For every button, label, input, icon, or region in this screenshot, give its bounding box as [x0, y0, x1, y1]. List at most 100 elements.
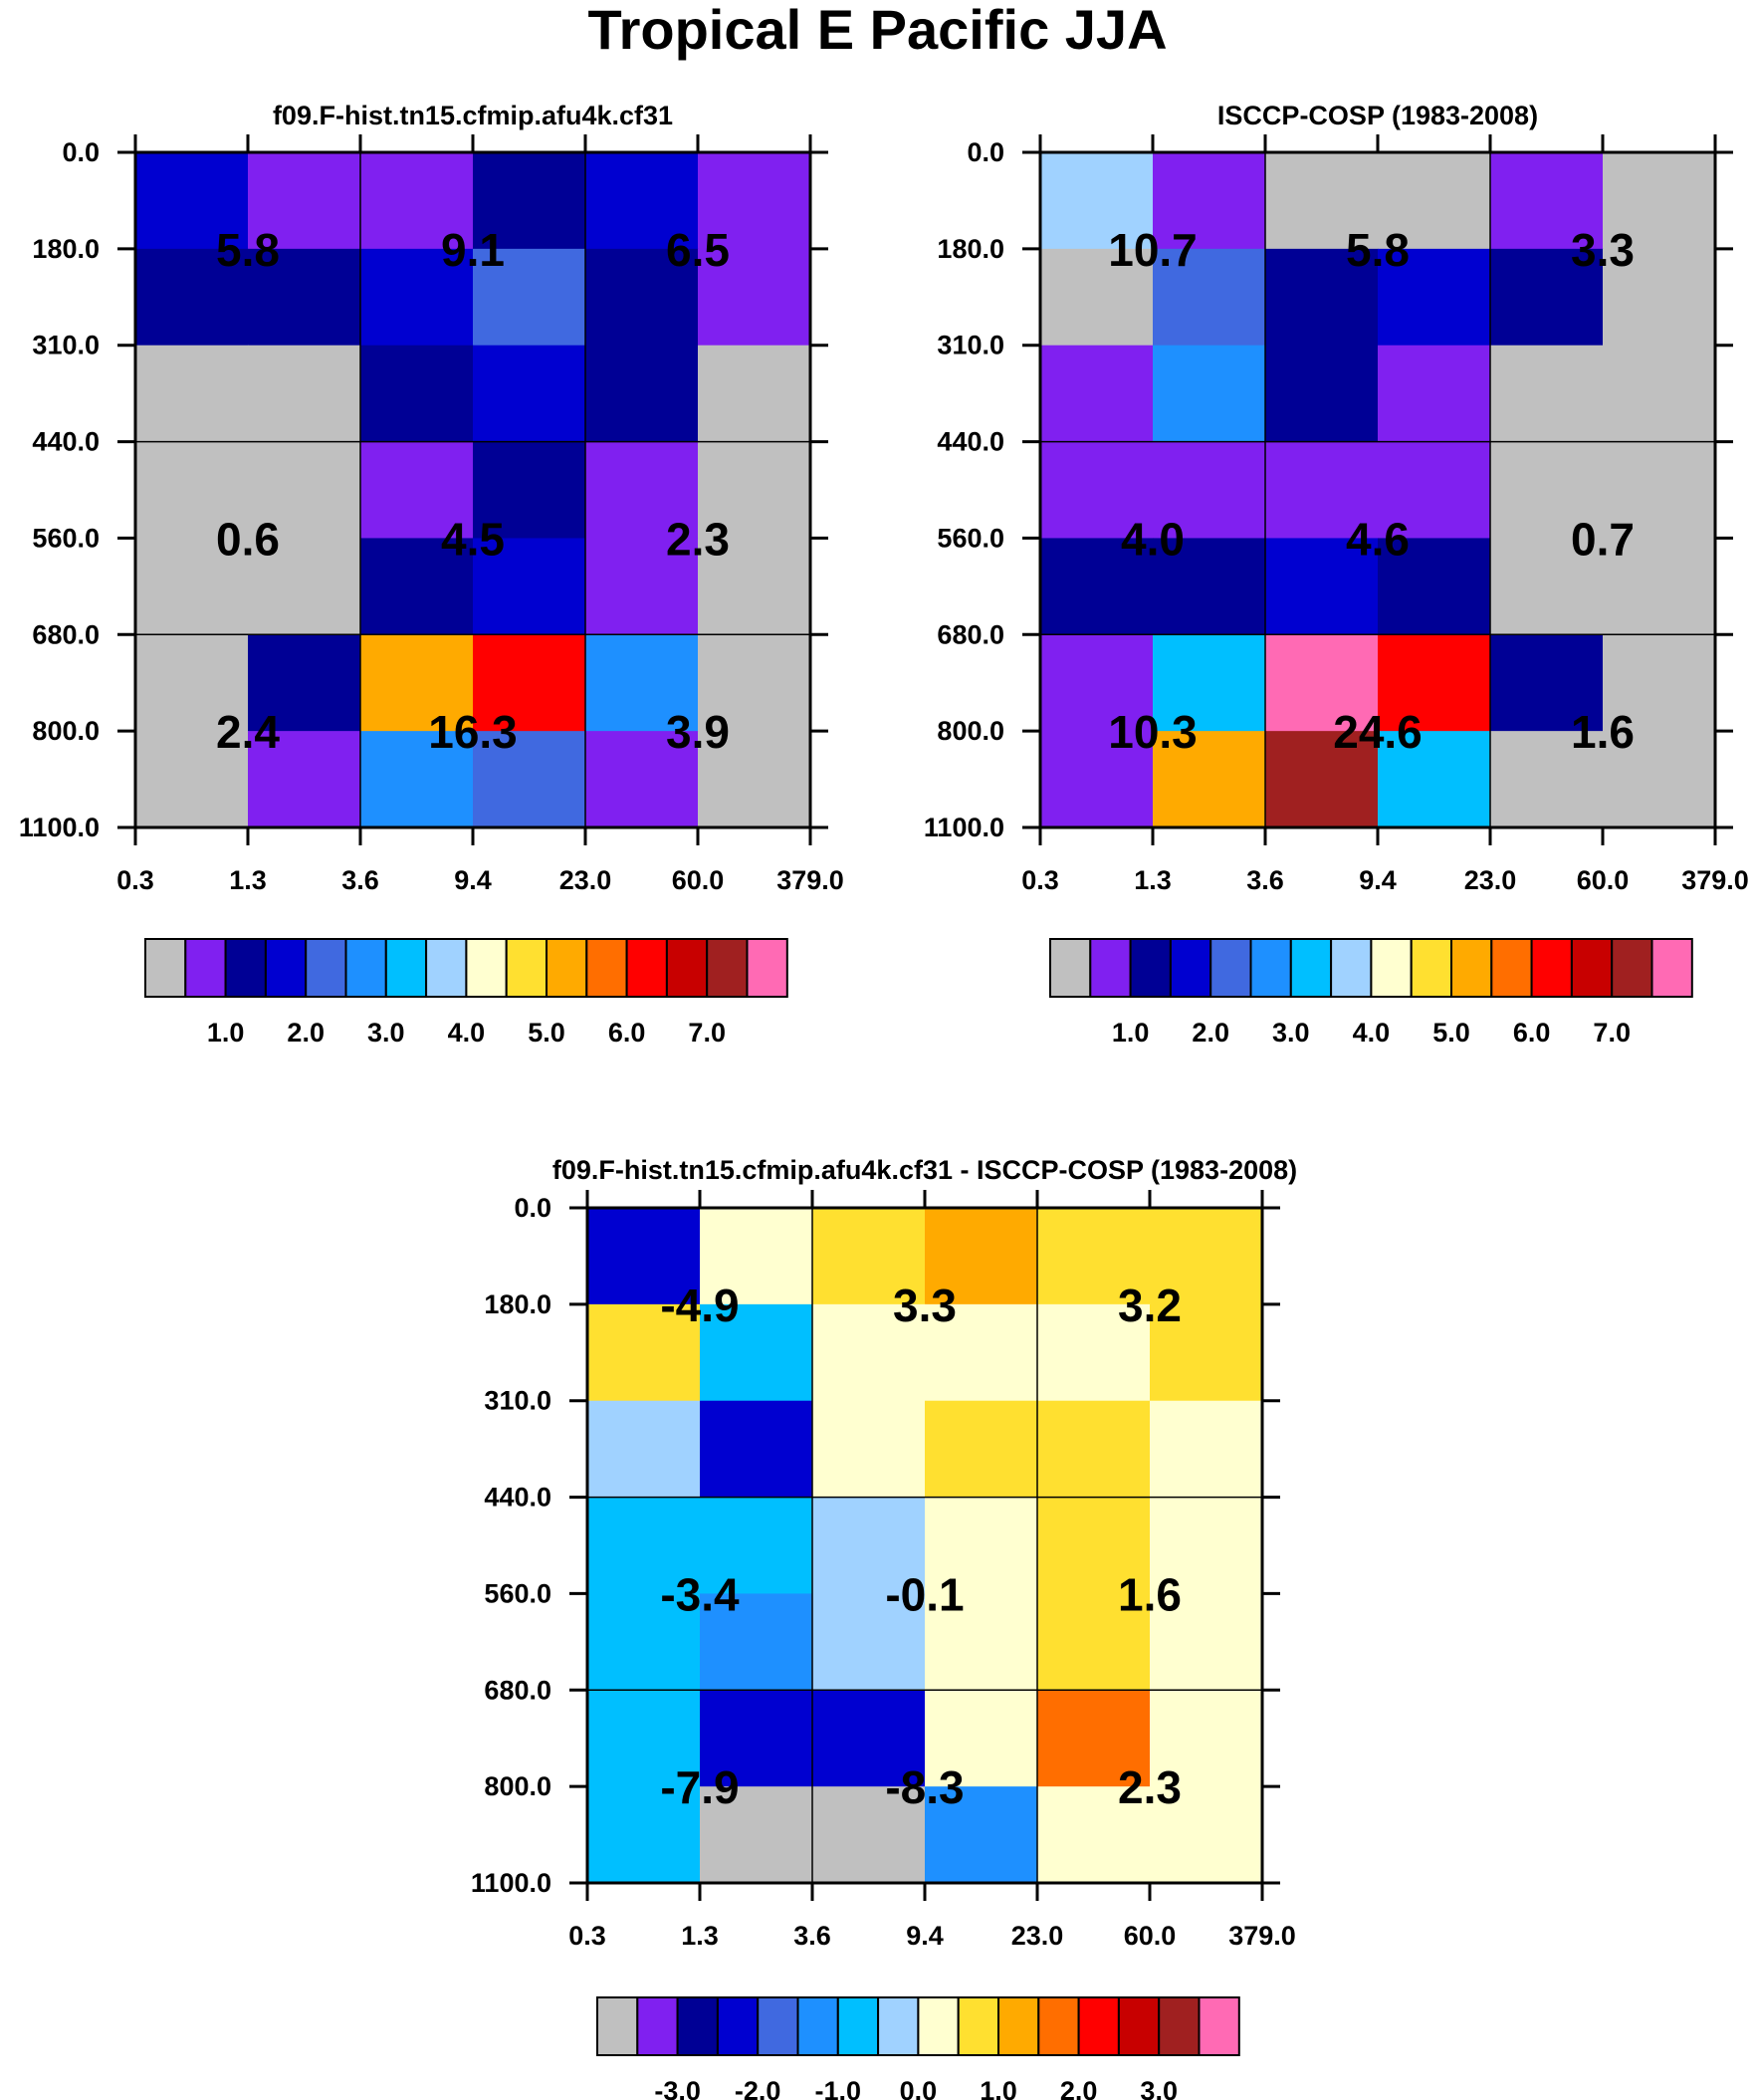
- cell-value-label: 10.3: [1108, 706, 1198, 758]
- colorbar-label: 2.0: [1060, 2076, 1098, 2100]
- cell-value-label: 3.9: [666, 706, 730, 758]
- x-tick-label: 1.3: [229, 865, 267, 895]
- colorbar-label: -3.0: [654, 2076, 701, 2100]
- heatmap-cell: [1378, 441, 1491, 539]
- y-tick-label: 560.0: [32, 523, 100, 553]
- colorbar-label: 6.0: [1513, 1018, 1551, 1048]
- heatmap-cell: [135, 441, 249, 539]
- heatmap-cell: [1490, 152, 1604, 250]
- heatmap-cell: [585, 731, 699, 828]
- y-tick-label: 680.0: [484, 1675, 551, 1705]
- colorbar-label: 3.0: [1140, 2076, 1178, 2100]
- y-tick-label: 310.0: [484, 1386, 551, 1416]
- cell-value-label: -8.3: [885, 1761, 964, 1813]
- cell-value-label: -7.9: [660, 1761, 739, 1813]
- heatmap-cell: [698, 731, 811, 828]
- y-tick-label: 180.0: [32, 234, 100, 264]
- y-tick-label: 310.0: [937, 331, 1004, 360]
- y-tick-label: 0.0: [514, 1193, 551, 1223]
- heatmap-cell: [1150, 1400, 1263, 1499]
- heatmap-cell: [1040, 441, 1154, 539]
- heatmap-cell: [1150, 1497, 1263, 1594]
- heatmap-cell: [587, 1208, 701, 1305]
- colorbar-swatch: [676, 1996, 719, 2056]
- figure-title: Tropical E Pacific JJA: [587, 0, 1168, 61]
- y-tick-label: 180.0: [937, 234, 1004, 264]
- cell-value-label: 9.1: [441, 224, 505, 276]
- heatmap-cell: [360, 345, 474, 443]
- heatmap-cell: [1603, 731, 1716, 828]
- heatmap-cell: [473, 634, 586, 732]
- heatmap-cell: [1265, 731, 1379, 828]
- colorbar-swatch: [1077, 1996, 1120, 2056]
- heatmap-cell: [1040, 248, 1154, 347]
- heatmap-cell: [1040, 731, 1154, 828]
- heatmap-cell: [587, 1400, 701, 1499]
- heatmap-cell: [473, 345, 586, 443]
- cell-value-label: 1.6: [1118, 1568, 1182, 1620]
- heatmap-cell: [1153, 248, 1266, 347]
- heatmap-cell: [1265, 152, 1379, 250]
- colorbar-swatch: [917, 1996, 960, 2056]
- heatmap-cell: [1037, 1497, 1151, 1594]
- y-tick-label: 310.0: [32, 331, 100, 360]
- colorbar-label: 2.0: [1192, 1018, 1229, 1048]
- cell-value-label: 0.6: [216, 513, 280, 565]
- heatmap-cell: [585, 152, 699, 250]
- heatmap-cell: [925, 1400, 1038, 1499]
- heatmap-cell: [812, 1497, 926, 1594]
- cell-value-label: 3.2: [1118, 1280, 1182, 1331]
- x-tick-label: 23.0: [1011, 1921, 1064, 1951]
- y-tick-label: 180.0: [484, 1289, 551, 1319]
- panel-title: f09.F-hist.tn15.cfmip.afu4k.cf31 - ISCCP…: [552, 1155, 1297, 1185]
- heatmap-cell: [698, 248, 811, 347]
- heatmap-cell: [1490, 731, 1604, 828]
- colorbar-label: 2.0: [287, 1018, 325, 1048]
- cell-value-label: 10.7: [1108, 224, 1198, 276]
- heatmap-cell: [1603, 538, 1716, 635]
- colorbar-swatch: [1370, 938, 1413, 998]
- colorbar-swatch: [224, 938, 267, 998]
- colorbar-swatch: [1209, 938, 1252, 998]
- colorbar-swatch: [716, 1996, 760, 2056]
- heatmap-cell: [1150, 1303, 1263, 1402]
- colorbar-swatch: [1049, 938, 1092, 998]
- heatmap-cell: [1150, 1208, 1263, 1305]
- colorbar-label: 7.0: [1593, 1018, 1631, 1048]
- heatmap-cell: [587, 1593, 701, 1691]
- colorbar-swatch: [665, 938, 709, 998]
- y-tick-label: 560.0: [484, 1578, 551, 1608]
- x-tick-label: 9.4: [1359, 865, 1397, 895]
- heatmap-cell: [1150, 1786, 1263, 1884]
- x-tick-label: 0.3: [116, 865, 154, 895]
- heatmap-cell: [700, 1303, 813, 1402]
- heatmap-cell: [700, 1208, 813, 1305]
- heatmap-cell: [925, 1593, 1038, 1691]
- heatmap-cell: [925, 1497, 1038, 1594]
- heatmap-cell: [700, 1400, 813, 1499]
- colorbar-label: 3.0: [1272, 1018, 1310, 1048]
- colorbar-swatch: [465, 938, 508, 998]
- heatmap-cell: [1378, 248, 1491, 347]
- heatmap-cell: [1153, 152, 1266, 250]
- y-tick-label: 1100.0: [471, 1868, 551, 1898]
- heatmap-cell: [925, 1786, 1038, 1884]
- heatmap-cell: [135, 345, 249, 443]
- x-tick-label: 0.3: [568, 1921, 606, 1951]
- colorbar-label: -1.0: [815, 2076, 862, 2100]
- x-tick-label: 0.3: [1021, 865, 1059, 895]
- colorbar-swatch: [757, 1996, 799, 2056]
- cell-value-label: 2.3: [666, 513, 730, 565]
- colorbar-swatch: [1289, 938, 1333, 998]
- cell-value-label: -4.9: [660, 1280, 739, 1331]
- heatmap-cell: [1265, 345, 1379, 443]
- heatmap-cell: [1037, 1593, 1151, 1691]
- x-tick-label: 1.3: [1134, 865, 1172, 895]
- heatmap-cell: [1040, 152, 1154, 250]
- cell-value-label: 4.6: [1346, 513, 1410, 565]
- colorbar-swatch: [1198, 1996, 1240, 2056]
- colorbar-label: -2.0: [735, 2076, 781, 2100]
- x-tick-label: 379.0: [1228, 1921, 1296, 1951]
- heatmap-cell: [1265, 248, 1379, 347]
- heatmap-cell: [585, 248, 699, 347]
